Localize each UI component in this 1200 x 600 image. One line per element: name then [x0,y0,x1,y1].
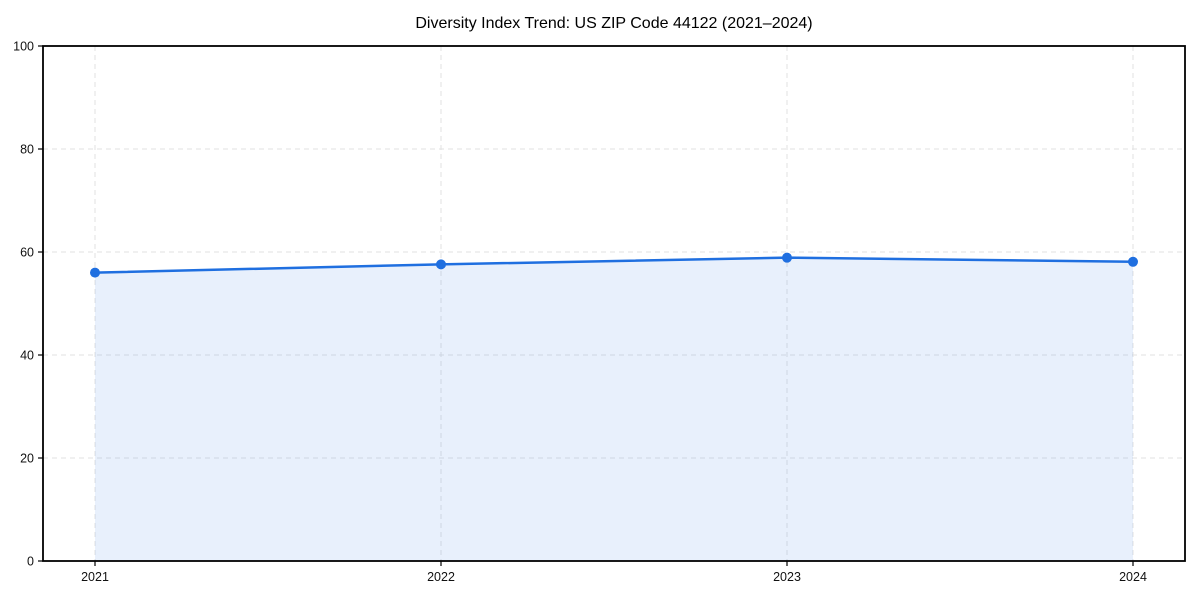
data-points-layer [90,252,1138,278]
axes-frame-layer [42,45,1186,562]
plot-frame [42,45,1186,562]
x-tick-label: 2023 [773,570,801,584]
y-tick-label: 0 [27,555,34,569]
data-point [782,252,792,263]
x-tick-label: 2021 [81,570,109,584]
trend-line-layer [93,256,1135,274]
x-tick-label: 2024 [1119,570,1147,584]
x-tick-label: 2022 [427,570,455,584]
y-tick-label: 40 [20,349,34,363]
chart-title: Diversity Index Trend: US ZIP Code 44122… [415,15,812,32]
axis-labels-layer: 0 20 40 60 80 100 2021 2022 2023 2024 [13,40,1147,585]
y-tick-label: 60 [20,246,34,260]
data-point [1128,256,1138,267]
trend-line [93,256,1135,274]
y-tick-label: 80 [20,143,34,157]
y-tick-label: 20 [20,452,34,466]
area-fill-layer [95,257,1133,561]
area-fill [95,257,1133,561]
y-tick-label: 100 [13,40,34,54]
data-point [436,259,446,270]
axis-ticks-layer [38,45,1134,566]
data-point [90,267,100,278]
